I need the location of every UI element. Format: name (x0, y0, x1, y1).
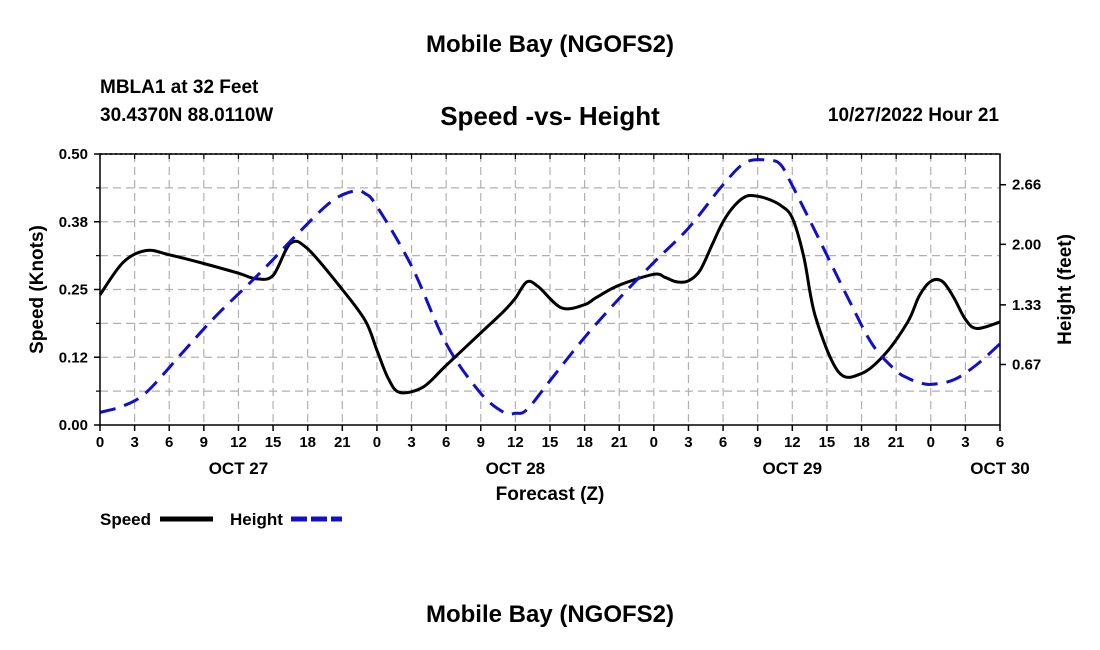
chart-subtitle: Speed -vs- Height (440, 101, 660, 131)
x-tick-label: 18 (853, 434, 870, 451)
y2-axis-title: Height (feet) (1055, 234, 1076, 345)
x-tick-label: 9 (200, 434, 208, 451)
date-label: OCT 28 (486, 459, 546, 478)
y-tick-label: 0.00 (59, 417, 88, 434)
x-tick-label: 9 (477, 434, 485, 451)
x-tick-label: 6 (165, 434, 173, 451)
date-label: OCT 29 (763, 459, 823, 478)
forecast-timestamp: 10/27/2022 Hour 21 (827, 105, 999, 126)
x-tick-label: 0 (927, 434, 935, 451)
legend-label-height: Height (230, 510, 283, 529)
x-tick-label: 3 (684, 434, 692, 451)
x-tick-label: 18 (299, 434, 316, 451)
x-tick-label: 0 (373, 434, 381, 451)
x-tick-label: 0 (650, 434, 658, 451)
x-tick-label: 15 (542, 434, 559, 451)
x-tick-label: 12 (507, 434, 524, 451)
date-label: OCT 27 (209, 459, 269, 478)
x-tick-label: 15 (819, 434, 836, 451)
x-tick-label: 21 (334, 434, 351, 451)
y-axis-title: Speed (Knots) (27, 225, 48, 354)
grid-layer (100, 153, 1000, 425)
x-tick-label: 21 (611, 434, 628, 451)
chart-legend: Speed Height (100, 510, 342, 529)
y-tick-label: 0.12 (59, 349, 88, 366)
x-tick-label: 18 (576, 434, 593, 451)
page-title: Mobile Bay (NGOFS2) (425, 31, 675, 58)
x-tick-label: 3 (130, 434, 138, 451)
series-layer (98, 158, 1002, 416)
station-name: MBLA1 at 32 Feet (100, 77, 259, 98)
station-coordinates: 30.4370N 88.0110W (100, 105, 274, 126)
x-tick-label: 21 (888, 434, 905, 451)
x-tick-label: 12 (230, 434, 247, 451)
x-tick-label: 0 (96, 434, 104, 451)
x-tick-label: 6 (719, 434, 727, 451)
y2-tick-label: 2.66 (1012, 177, 1041, 194)
y-tick-label: 0.25 (59, 282, 88, 299)
x-tick-label: 3 (407, 434, 415, 451)
y-tick-label: 0.38 (59, 214, 88, 231)
x-tick-label: 6 (442, 434, 450, 451)
x-axis-title: Forecast (Z) (496, 484, 605, 505)
series-line-height (99, 158, 1002, 416)
date-label: OCT 30 (970, 459, 1030, 478)
x-tick-label: 3 (961, 434, 969, 451)
x-tick-label: 9 (754, 434, 762, 451)
legend-label-speed: Speed (100, 510, 151, 529)
y2-tick-label: 2.00 (1012, 236, 1041, 253)
x-tick-label: 6 (996, 434, 1004, 451)
footer-title: Mobile Bay (NGOFS2) (425, 601, 675, 628)
axis-layer: 0 3 6 9 12 15 18 21 0 3 6 9 12 15 18 21 0 3 6 9 12 15 18 21 0 3 6 0… (59, 146, 1041, 478)
x-tick-label: 12 (784, 434, 801, 451)
y-tick-label: 0.50 (59, 146, 88, 163)
x-tick-label: 15 (265, 434, 282, 451)
y2-tick-label: 0.67 (1012, 356, 1041, 373)
y2-tick-label: 1.33 (1012, 297, 1041, 314)
